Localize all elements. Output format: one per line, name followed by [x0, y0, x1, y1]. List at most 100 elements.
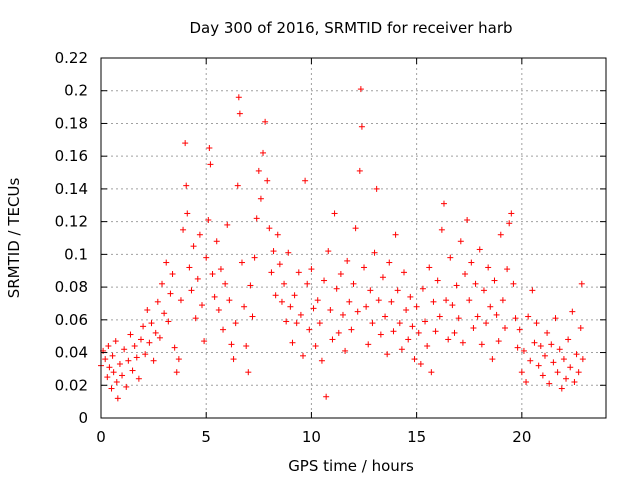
- data-point: [348, 326, 355, 333]
- data-point: [323, 393, 330, 400]
- data-point: [217, 266, 224, 273]
- data-point: [434, 277, 441, 284]
- y-tick-label: 0.08: [55, 278, 88, 296]
- data-point: [249, 313, 256, 320]
- data-point: [140, 323, 147, 330]
- data-point: [493, 311, 500, 318]
- data-point: [331, 210, 338, 217]
- data-point: [146, 339, 153, 346]
- data-point: [428, 369, 435, 376]
- data-point: [569, 308, 576, 315]
- data-point: [104, 374, 111, 381]
- data-point: [241, 303, 248, 310]
- data-point: [367, 287, 374, 294]
- data-point: [142, 351, 149, 358]
- data-point: [432, 328, 439, 335]
- data-point: [169, 271, 176, 277]
- data-point: [112, 338, 119, 345]
- data-point: [415, 329, 422, 336]
- data-point: [337, 271, 344, 277]
- data-point: [525, 313, 532, 320]
- data-point: [358, 123, 365, 130]
- grid-lines: [101, 58, 606, 418]
- data-point: [209, 271, 216, 277]
- data-point: [403, 307, 410, 313]
- data-point: [222, 280, 229, 287]
- x-tick-label: 10: [302, 428, 321, 446]
- data-point: [196, 231, 203, 238]
- data-point: [356, 167, 363, 174]
- data-point: [396, 320, 403, 327]
- y-tick-label: 0.02: [55, 376, 88, 394]
- data-point: [508, 210, 515, 217]
- data-point: [135, 375, 142, 382]
- x-tick-label: 15: [407, 428, 426, 446]
- data-point: [327, 307, 334, 313]
- x-axis-label: GPS time / hours: [288, 457, 414, 475]
- data-point: [554, 369, 561, 376]
- data-point: [285, 249, 292, 256]
- data-point: [563, 375, 570, 382]
- data-point: [137, 336, 144, 343]
- data-point: [274, 231, 281, 238]
- data-point: [287, 303, 294, 310]
- data-point: [382, 313, 389, 320]
- data-point: [190, 243, 197, 250]
- data-point: [373, 185, 380, 192]
- data-point: [527, 357, 534, 364]
- y-tick-label: 0.06: [55, 311, 88, 329]
- data-point: [123, 383, 130, 390]
- data-point: [150, 357, 157, 364]
- y-tick-label: 0.16: [55, 147, 88, 165]
- data-point: [125, 357, 132, 364]
- data-point: [468, 259, 475, 266]
- data-point: [110, 369, 117, 376]
- data-point: [194, 275, 201, 282]
- data-point: [188, 287, 195, 294]
- data-point: [438, 226, 445, 233]
- data-point: [121, 346, 128, 353]
- data-point: [260, 149, 267, 156]
- data-point: [361, 264, 368, 271]
- data-point: [565, 336, 572, 343]
- data-point: [257, 195, 264, 202]
- data-point: [407, 293, 414, 300]
- data-point: [502, 325, 508, 331]
- chart-title: Day 300 of 2016, SRMTID for receiver har…: [189, 19, 512, 37]
- data-point: [304, 280, 311, 287]
- data-point: [514, 344, 521, 351]
- y-tick-label: 0.18: [55, 114, 88, 132]
- data-point: [329, 336, 336, 343]
- data-point: [226, 297, 233, 304]
- data-point: [243, 343, 250, 349]
- data-point: [161, 310, 168, 317]
- data-point: [436, 313, 443, 320]
- data-point: [108, 385, 115, 392]
- data-point: [346, 298, 353, 305]
- data-point: [325, 248, 332, 255]
- data-point: [390, 328, 397, 335]
- data-point: [177, 297, 184, 304]
- data-point: [352, 225, 359, 232]
- data-point: [363, 303, 370, 310]
- data-point: [537, 343, 544, 349]
- data-point: [255, 167, 262, 174]
- data-point: [144, 307, 151, 313]
- data-point: [506, 220, 513, 227]
- data-point: [424, 343, 431, 349]
- data-point: [116, 361, 123, 367]
- data-point: [388, 298, 395, 305]
- data-point: [230, 356, 237, 363]
- data-point: [518, 369, 525, 376]
- data-point: [531, 339, 538, 346]
- data-point: [476, 246, 483, 253]
- data-point: [377, 331, 384, 338]
- data-point: [203, 254, 210, 261]
- data-point: [495, 338, 502, 345]
- data-point: [455, 315, 462, 322]
- data-point: [550, 359, 557, 366]
- data-point: [154, 298, 161, 305]
- data-point: [289, 339, 296, 346]
- data-point: [106, 364, 113, 371]
